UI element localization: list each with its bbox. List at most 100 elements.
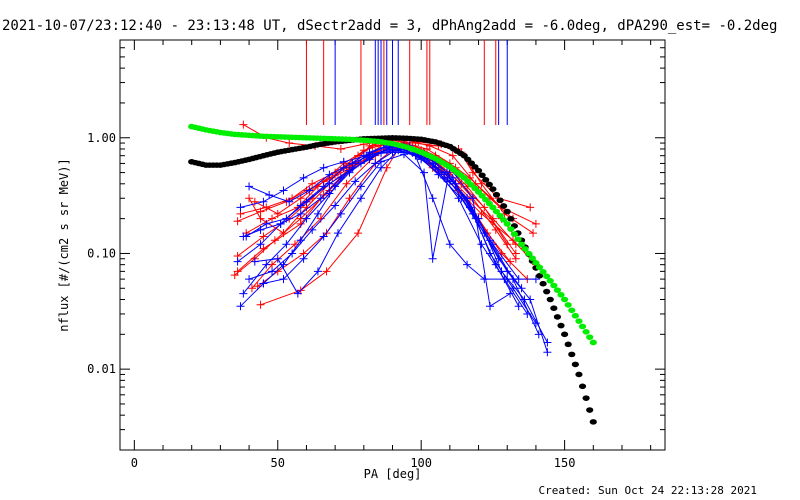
- black-fit-dot: [482, 177, 490, 183]
- blue-series-21: [259, 150, 515, 311]
- green-fit-dot: [517, 241, 526, 248]
- blue-plus-marker: [262, 219, 271, 228]
- red-plus-marker: [256, 300, 265, 309]
- blue-plus-marker: [325, 179, 334, 188]
- blue-plus-marker: [420, 168, 429, 177]
- blue-plus-marker: [491, 260, 500, 269]
- green-fit-dot: [546, 278, 554, 284]
- x-tick-label: 0: [131, 456, 138, 470]
- blue-plus-marker: [299, 173, 308, 182]
- blue-plus-marker: [285, 197, 294, 206]
- y-tick-label: 0.01: [87, 362, 116, 376]
- x-tick-label: 150: [554, 456, 576, 470]
- blue-plus-marker: [282, 240, 291, 249]
- blue-plus-marker: [276, 219, 285, 228]
- green-fit-dot: [510, 231, 519, 237]
- green-fit-dot: [539, 269, 547, 275]
- black-fit-dot: [503, 208, 511, 215]
- blue-plus-marker: [279, 275, 288, 284]
- blue-plus-marker: [256, 225, 265, 234]
- blue-plus-marker: [480, 229, 489, 238]
- red-plus-marker: [477, 179, 486, 188]
- blue-plus-marker: [239, 232, 248, 241]
- red-plus-marker: [233, 217, 242, 226]
- blue-plus-marker: [331, 201, 340, 210]
- fit-curves: [188, 123, 597, 425]
- black-fit-dot: [561, 331, 569, 338]
- blue-series-line: [263, 153, 511, 308]
- red-plus-marker: [477, 209, 486, 218]
- created-timestamp: Created: Sun Oct 24 22:13:28 2021: [538, 484, 757, 497]
- blue-plus-marker: [259, 197, 268, 206]
- y-tick-label: 1.00: [87, 131, 116, 145]
- blue-plus-marker: [336, 209, 345, 218]
- black-fit-dot: [553, 314, 562, 320]
- black-fit-dot: [546, 296, 554, 303]
- blue-plus-marker: [377, 148, 386, 157]
- blue-plus-marker: [256, 240, 265, 249]
- green-fit-dot: [507, 226, 515, 232]
- green-fit-dot: [575, 318, 583, 324]
- blue-plus-marker: [265, 191, 274, 200]
- blue-plus-marker: [293, 289, 302, 298]
- blue-plus-marker: [319, 232, 328, 241]
- red-plus-marker: [529, 229, 538, 238]
- green-fit-dot: [528, 255, 536, 261]
- red-plus-marker: [268, 214, 277, 223]
- blue-plus-marker: [302, 214, 311, 223]
- red-plus-marker: [342, 179, 351, 188]
- red-plus-marker: [273, 209, 282, 218]
- red-plus-marker: [531, 219, 540, 228]
- blue-plus-marker: [434, 170, 443, 179]
- green-fit-curve: [188, 123, 597, 346]
- red-plus-marker: [506, 257, 515, 266]
- red-plus-marker: [247, 284, 256, 293]
- green-fit-dot: [500, 216, 508, 223]
- green-fit-dot: [586, 334, 594, 340]
- green-fit-dot: [525, 250, 533, 257]
- red-plus-marker: [270, 236, 279, 245]
- black-fit-dot: [571, 361, 579, 368]
- blue-plus-marker: [531, 275, 540, 284]
- blue-plus-marker: [503, 275, 512, 284]
- green-fit-dot: [578, 323, 587, 330]
- black-fit-dot: [575, 371, 583, 378]
- red-plus-marker: [256, 207, 265, 216]
- blue-plus-marker: [480, 275, 489, 284]
- blue-plus-marker: [259, 279, 268, 288]
- green-fit-dot: [496, 212, 504, 219]
- data-series: [230, 120, 552, 357]
- red-plus-marker: [322, 267, 331, 276]
- red-plus-marker: [480, 203, 489, 212]
- red-plus-marker: [285, 139, 294, 148]
- red-series-line: [240, 142, 517, 259]
- blue-plus-marker: [302, 197, 311, 206]
- blue-plus-marker: [245, 275, 254, 284]
- blue-plus-marker: [250, 257, 259, 266]
- black-fit-dot: [568, 351, 576, 358]
- blue-plus-marker: [356, 159, 365, 168]
- blue-series-line: [245, 145, 522, 289]
- blue-plus-marker: [468, 194, 477, 203]
- black-fit-dot: [535, 273, 544, 279]
- black-fit-dot: [586, 407, 594, 413]
- green-fit-dot: [482, 196, 490, 203]
- green-fit-dot: [478, 193, 486, 199]
- blue-plus-marker: [325, 189, 334, 198]
- red-plus-marker: [448, 151, 457, 160]
- black-fit-dot: [478, 172, 486, 179]
- angle-marker-lines: [305, 40, 508, 125]
- blue-plus-marker: [233, 257, 242, 266]
- black-fit-dot: [474, 167, 483, 174]
- y-tick-label: 0.10: [87, 246, 116, 260]
- blue-plus-marker: [236, 302, 245, 311]
- blue-plus-marker: [296, 201, 305, 210]
- black-fit-dot: [507, 215, 515, 222]
- black-fit-dot: [485, 181, 493, 188]
- red-plus-marker: [526, 203, 535, 212]
- x-axis-label: PA [deg]: [364, 467, 422, 481]
- blue-plus-marker: [440, 168, 449, 177]
- blue-plus-marker: [486, 302, 495, 311]
- blue-plus-marker: [305, 186, 314, 195]
